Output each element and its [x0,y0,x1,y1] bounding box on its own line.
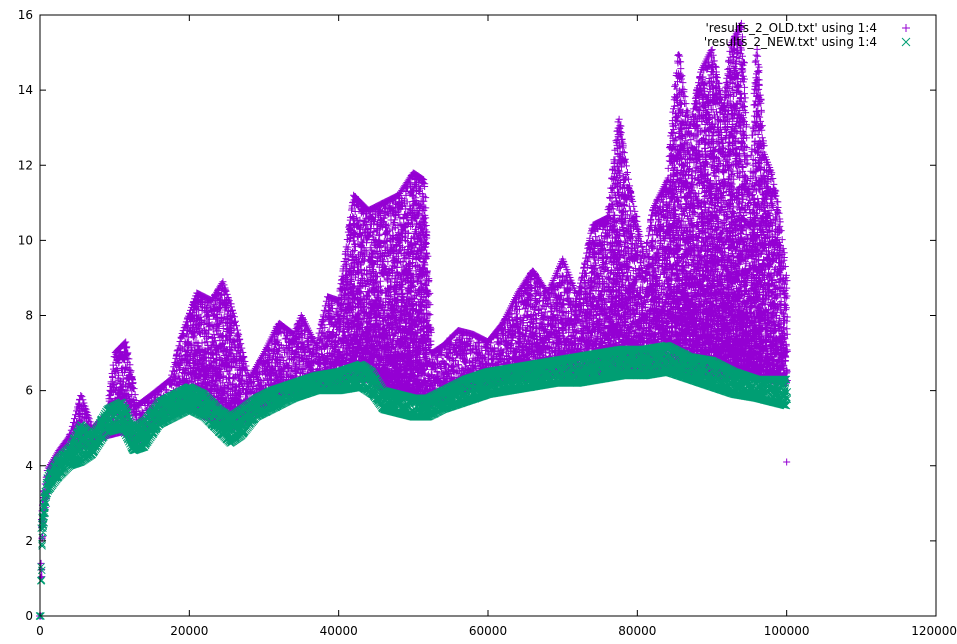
legend-label-1: 'results_2_NEW.txt' using 1:4 [704,35,877,49]
y-tick-label: 14 [18,83,33,97]
x-tick-label: 80000 [618,624,656,638]
series-0 [36,19,791,620]
y-tick-label: 16 [18,8,33,22]
y-tick-label: 10 [18,233,33,247]
y-tick-label: 0 [25,609,33,623]
series-0-markers [36,19,791,620]
legend-marker-1 [901,37,911,47]
data-layer [35,19,792,620]
x-tick-label: 100000 [764,624,810,638]
legend: 'results_2_OLD.txt' using 1:4'results_2_… [704,21,911,49]
x-tick-label: 60000 [469,624,507,638]
y-tick-label: 6 [25,384,33,398]
x-tick-label: 20000 [170,624,208,638]
y-tick-label: 12 [18,158,33,172]
x-tick-label: 120000 [911,624,957,638]
x-tick-label: 40000 [320,624,358,638]
y-tick-label: 2 [25,534,33,548]
plot-frame [39,14,937,617]
x-tick-label: 0 [36,624,44,638]
legend-label-0: 'results_2_OLD.txt' using 1:4 [706,21,878,35]
y-tick-label: 4 [25,459,33,473]
ticks-layer: 0 20000 40000 60000 80000 100000 120000 0 2 4 6 8 10… [18,8,957,638]
y-tick-label: 8 [25,309,33,323]
legend-marker-0 [902,24,910,32]
